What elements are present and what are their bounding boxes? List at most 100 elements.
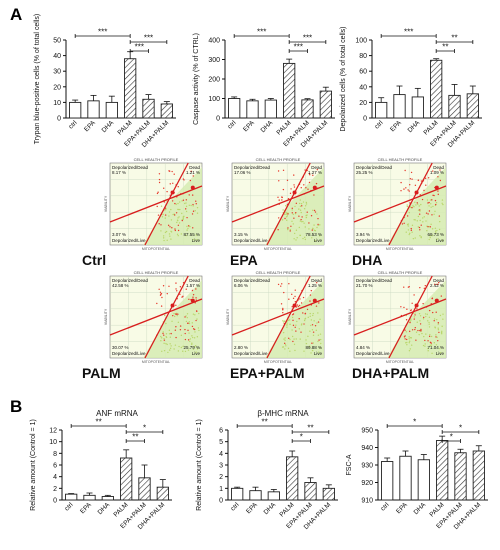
event-point	[278, 199, 280, 201]
event-point	[286, 323, 288, 325]
event-point	[175, 282, 177, 284]
y-tick-label: 40	[53, 53, 61, 60]
event-point	[304, 169, 306, 171]
event-point	[298, 215, 300, 217]
event-point	[192, 205, 194, 207]
event-point	[432, 194, 434, 197]
event-point	[161, 216, 164, 218]
event-point	[190, 170, 192, 173]
event-point	[427, 213, 429, 215]
y-tick-label: 2	[219, 474, 223, 481]
event-point	[300, 331, 302, 333]
event-points	[156, 282, 200, 354]
event-point	[427, 347, 429, 350]
event-point	[168, 215, 170, 217]
event-point	[301, 221, 303, 223]
event-point	[177, 313, 179, 315]
y-axis-label: FSC-A	[346, 454, 353, 475]
quadrant-value: 21.70 %	[356, 283, 373, 288]
event-point	[435, 344, 438, 346]
event-point	[282, 188, 285, 191]
event-point	[180, 233, 183, 235]
event-point	[295, 324, 297, 326]
event-point	[174, 313, 177, 315]
quadrant-label: Depolarized/Live	[234, 238, 268, 243]
event-point	[186, 216, 188, 219]
event-point	[424, 177, 427, 180]
event-point	[158, 173, 161, 175]
bar	[430, 59, 443, 119]
event-point	[300, 203, 303, 205]
event-point	[284, 343, 287, 346]
event-point	[440, 295, 443, 297]
category-label: EPA	[389, 119, 403, 133]
event-point	[306, 308, 309, 311]
event-point	[289, 338, 291, 341]
event-point	[192, 227, 194, 229]
event-point	[417, 226, 420, 228]
event-point	[192, 328, 195, 330]
quadrant-label: Live	[314, 238, 323, 243]
event-point	[186, 225, 188, 228]
event-point	[418, 333, 420, 336]
event-point	[162, 285, 165, 287]
event-point	[189, 338, 192, 340]
y-tick-label: 1	[219, 486, 223, 493]
event-point	[429, 344, 431, 347]
event-point	[305, 201, 308, 204]
event-point	[172, 182, 174, 184]
event-point	[169, 343, 171, 345]
event-point	[419, 320, 421, 322]
gate-handle	[414, 190, 419, 195]
event-point	[179, 208, 181, 211]
flow-plot-3: CELL HEALTH PROFILE Depolarized/Dead25.25…	[348, 157, 447, 268]
event-point	[426, 225, 428, 227]
event-point	[169, 183, 171, 185]
y-tick-label: 910	[361, 498, 373, 505]
event-point	[306, 211, 308, 213]
flow-x-label: MITOPOTENTIAL	[264, 360, 292, 364]
bar	[83, 494, 96, 501]
event-point	[427, 350, 429, 352]
event-point	[422, 316, 425, 319]
event-point	[414, 219, 416, 221]
event-point	[299, 298, 301, 300]
event-point	[284, 339, 286, 341]
event-point	[291, 212, 293, 214]
event-point	[312, 331, 315, 333]
y-tick-label: 100	[208, 96, 220, 103]
category-label: ctrl	[229, 501, 240, 512]
event-point	[401, 223, 404, 225]
event-point	[316, 168, 319, 171]
event-point	[170, 219, 173, 221]
event-point	[428, 238, 430, 241]
event-point	[194, 302, 196, 304]
event-point	[420, 236, 422, 239]
event-point	[299, 205, 302, 208]
significance-label: **	[451, 34, 457, 43]
event-point	[400, 181, 402, 184]
event-point	[411, 329, 414, 331]
event-point	[309, 312, 311, 315]
flow-plot-header: CELL HEALTH PROFILE	[134, 157, 179, 162]
event-point	[179, 328, 182, 331]
event-point	[438, 281, 440, 284]
event-point	[293, 343, 296, 346]
event-point	[320, 342, 322, 345]
event-point	[311, 349, 314, 352]
significance-label: **	[442, 43, 448, 52]
event-point	[283, 321, 285, 323]
quadrant-value: 3.07 %	[112, 232, 126, 237]
event-point	[185, 202, 187, 204]
quadrant-value: 1.27 %	[308, 170, 322, 175]
event-point	[193, 238, 195, 241]
event-point	[411, 224, 414, 227]
event-point	[167, 351, 169, 354]
quadrant-value: 1.21 %	[186, 170, 200, 175]
event-point	[313, 320, 315, 322]
event-point	[284, 217, 286, 220]
event-point	[286, 324, 288, 326]
event-point	[315, 182, 318, 185]
event-point	[431, 214, 433, 216]
event-point	[309, 330, 311, 332]
